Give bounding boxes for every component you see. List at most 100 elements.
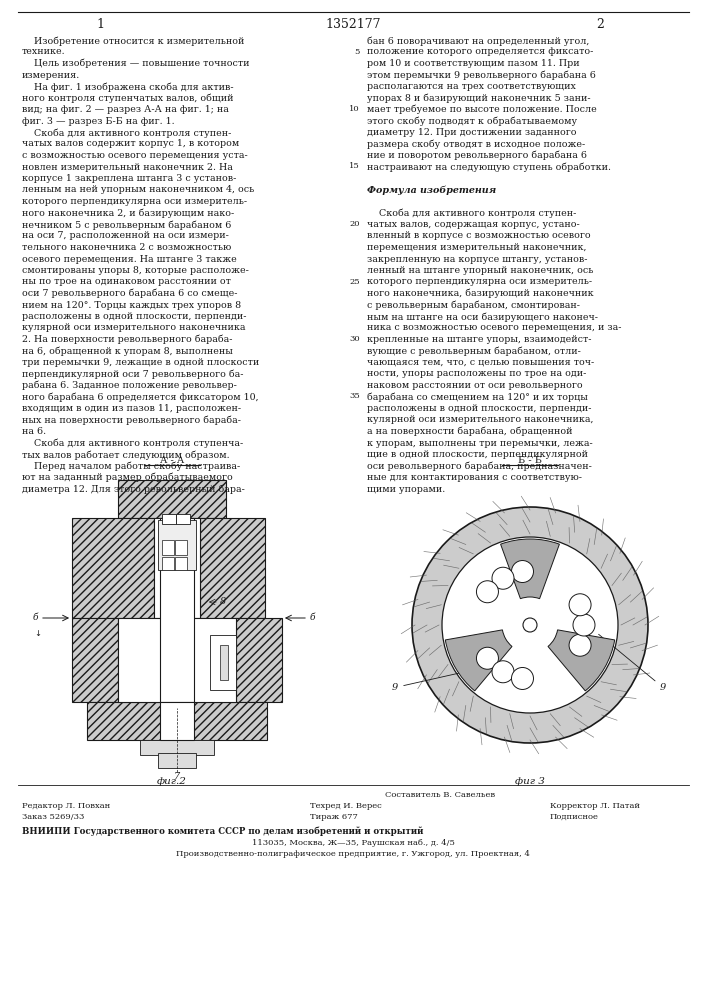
Circle shape	[573, 614, 595, 636]
Text: 9: 9	[392, 668, 481, 692]
Text: Тираж 677: Тираж 677	[310, 813, 358, 821]
Text: тельного наконечника 2 с возможностью: тельного наконечника 2 с возможностью	[22, 243, 231, 252]
Text: упорах 8 и базирующий наконечник 5 зани-: упорах 8 и базирующий наконечник 5 зани-	[367, 94, 590, 103]
Text: которого перпендикулярна оси измеритель-: которого перпендикулярна оси измеритель-	[22, 197, 247, 206]
Circle shape	[492, 567, 514, 589]
Wedge shape	[445, 630, 512, 691]
Text: 35: 35	[349, 392, 360, 400]
Text: 25: 25	[349, 277, 360, 286]
Text: фиг.2: фиг.2	[157, 777, 187, 786]
Text: рабана 6. Заданное положение револьвер-: рабана 6. Заданное положение револьвер-	[22, 381, 237, 390]
Text: Подписное: Подписное	[550, 813, 599, 821]
Bar	[158, 753, 196, 768]
Text: корпусе 1 закреплена штанга 3 с установ-: корпусе 1 закреплена штанга 3 с установ-	[22, 174, 236, 183]
Text: оси револьверного барабана, предназначен-: оси револьверного барабана, предназначен…	[367, 462, 592, 471]
Text: барабана со смещением на 120° и их торцы: барабана со смещением на 120° и их торцы	[367, 392, 588, 402]
Text: 10: 10	[349, 105, 360, 113]
Text: Скоба для активного контроля ступен-: Скоба для активного контроля ступен-	[22, 128, 231, 137]
Text: закрепленную на корпусе штангу, установ-: закрепленную на корпусе штангу, установ-	[367, 254, 588, 263]
Text: ные для контактирования с соответствую-: ные для контактирования с соответствую-	[367, 473, 582, 482]
Text: смонтированы упоры 8, которые расположе-: смонтированы упоры 8, которые расположе-	[22, 266, 249, 275]
Bar	[118, 618, 236, 702]
Circle shape	[511, 561, 534, 583]
Text: измерения.: измерения.	[22, 70, 81, 80]
Text: тых валов работает следующим образом.: тых валов работает следующим образом.	[22, 450, 230, 460]
Text: фиг 3: фиг 3	[515, 777, 545, 786]
Bar	[176, 514, 190, 524]
Text: ного наконечника 2, и базирующим нако-: ного наконечника 2, и базирующим нако-	[22, 209, 234, 218]
Text: три перемычки 9, лежащие в одной плоскости: три перемычки 9, лежащие в одной плоскос…	[22, 358, 259, 367]
Text: б: б	[33, 613, 38, 622]
Circle shape	[442, 537, 618, 713]
Text: чающаяся тем, что, с целью повышения точ-: чающаяся тем, что, с целью повышения точ…	[367, 358, 595, 367]
Text: 2: 2	[596, 18, 604, 31]
Text: ного контроля ступенчатых валов, общий: ного контроля ступенчатых валов, общий	[22, 94, 233, 103]
Text: Составитель В. Савельев: Составитель В. Савельев	[385, 791, 495, 799]
Text: наковом расстоянии от оси револьверного: наковом расстоянии от оси револьверного	[367, 381, 583, 390]
Bar	[118, 480, 226, 518]
Text: Корректор Л. Патай: Корректор Л. Патай	[550, 802, 640, 810]
Text: с револьверным барабаном, смонтирован-: с револьверным барабаном, смонтирован-	[367, 300, 580, 310]
Text: 9: 9	[599, 634, 666, 692]
Bar	[175, 540, 187, 555]
Bar	[72, 618, 118, 702]
Bar	[220, 645, 228, 680]
Text: ние и поворотом револьверного барабана 6: ние и поворотом револьверного барабана 6	[367, 151, 587, 160]
Text: фиг. 3 — разрез Б-Б на фиг. 1.: фиг. 3 — разрез Б-Б на фиг. 1.	[22, 116, 175, 125]
Text: на 6.: на 6.	[22, 427, 46, 436]
Wedge shape	[548, 630, 614, 691]
Text: на 6, обращенной к упорам 8, выполнены: на 6, обращенной к упорам 8, выполнены	[22, 347, 233, 356]
Circle shape	[523, 618, 537, 632]
Text: ленным на ней упорным наконечником 4, ось: ленным на ней упорным наконечником 4, ос…	[22, 186, 255, 194]
Text: б: б	[310, 613, 315, 622]
Bar	[87, 702, 267, 740]
Text: Формула изобретения: Формула изобретения	[367, 186, 496, 195]
Text: Техред И. Верес: Техред И. Верес	[310, 802, 382, 810]
Text: которого перпендикулярна оси измеритель-: которого перпендикулярна оси измеритель-	[367, 277, 592, 286]
Text: ВНИИПИ Государственного комитета СССР по делам изобретений и открытий: ВНИИПИ Государственного комитета СССР по…	[22, 827, 423, 836]
Text: настраивают на следующую ступень обработки.: настраивают на следующую ступень обработ…	[367, 162, 611, 172]
Text: положение которого определяется фиксато-: положение которого определяется фиксато-	[367, 47, 593, 56]
Text: Заказ 5269/33: Заказ 5269/33	[22, 813, 84, 821]
Wedge shape	[501, 539, 559, 599]
Bar	[158, 520, 196, 570]
Text: располагаются на трех соответствующих: располагаются на трех соответствующих	[367, 82, 576, 91]
Text: расположены в одной плоскости, перпенди-: расположены в одной плоскости, перпенди-	[22, 312, 247, 321]
Text: кулярной оси измерительного наконечника: кулярной оси измерительного наконечника	[22, 324, 245, 332]
Text: ности, упоры расположены по трое на оди-: ности, упоры расположены по трое на оди-	[367, 369, 586, 378]
Bar	[210, 635, 236, 690]
Text: На фиг. 1 изображена скоба для актив-: На фиг. 1 изображена скоба для актив-	[22, 82, 233, 92]
Bar	[72, 518, 154, 618]
Text: ного наконечника, базирующий наконечник: ного наконечника, базирующий наконечник	[367, 289, 594, 298]
Text: перпендикулярной оси 7 револьверного ба-: перпендикулярной оси 7 револьверного ба-	[22, 369, 243, 379]
Bar	[162, 557, 174, 570]
Text: вид; на фиг. 2 — разрез А-А на фиг. 1; на: вид; на фиг. 2 — разрез А-А на фиг. 1; н…	[22, 105, 229, 114]
Text: нечником 5 с револьверным барабаном 6: нечником 5 с револьверным барабаном 6	[22, 220, 231, 230]
Text: бан 6 поворачивают на определенный угол,: бан 6 поворачивают на определенный угол,	[367, 36, 590, 45]
Text: на оси 7, расположенной на оси измери-: на оси 7, расположенной на оси измери-	[22, 232, 229, 240]
Bar	[160, 518, 194, 702]
Bar	[162, 540, 174, 555]
Text: размера скобу отводят в исходное положе-: размера скобу отводят в исходное положе-	[367, 139, 585, 149]
Text: Изобретение относится к измерительной: Изобретение относится к измерительной	[22, 36, 245, 45]
Text: кулярной оси измерительного наконечника,: кулярной оси измерительного наконечника,	[367, 416, 593, 424]
Text: А - А: А - А	[160, 456, 184, 465]
Text: щие в одной плоскости, перпендикулярной: щие в одной плоскости, перпендикулярной	[367, 450, 588, 459]
Circle shape	[477, 647, 498, 669]
Text: новлен измерительный наконечник 2. На: новлен измерительный наконечник 2. На	[22, 162, 233, 172]
Text: оси 7 револьверного барабана 6 со смеще-: оси 7 револьверного барабана 6 со смеще-	[22, 289, 238, 298]
Circle shape	[511, 667, 534, 689]
Text: ных на поверхности револьверного бараба-: ных на поверхности револьверного бараба-	[22, 416, 241, 425]
Bar	[140, 740, 214, 755]
Text: Редактор Л. Повхан: Редактор Л. Повхан	[22, 802, 110, 810]
Text: чатых валов, содержащая корпус, устано-: чатых валов, содержащая корпус, устано-	[367, 220, 580, 229]
Circle shape	[412, 507, 648, 743]
Text: перемещения измерительный наконечник,: перемещения измерительный наконечник,	[367, 243, 587, 252]
Text: вленный в корпусе с возможностью осевого: вленный в корпусе с возможностью осевого	[367, 232, 590, 240]
Text: к упорам, выполнены три перемычки, лежа-: к упорам, выполнены три перемычки, лежа-	[367, 438, 592, 448]
Text: Производственно-полиграфическое предприятие, г. Ужгород, ул. Проектная, 4: Производственно-полиграфическое предприя…	[176, 850, 530, 858]
Text: входящим в один из пазов 11, расположен-: входящим в один из пазов 11, расположен-	[22, 404, 241, 413]
Bar	[236, 618, 282, 702]
Text: 20: 20	[349, 220, 360, 228]
Text: 30: 30	[349, 335, 360, 343]
